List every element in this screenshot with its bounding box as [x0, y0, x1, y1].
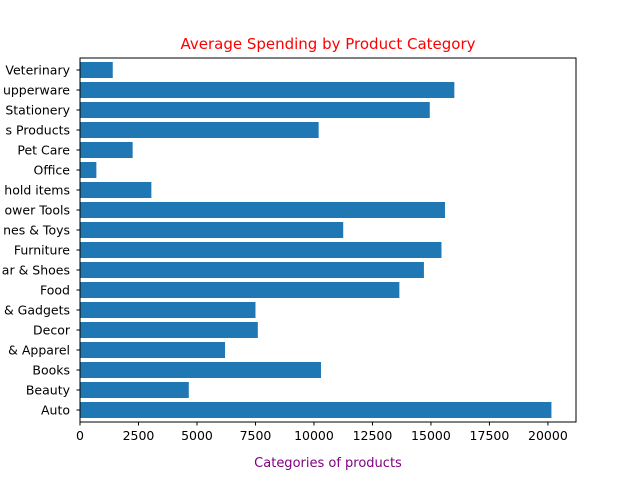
y-tick-label: Beauty: [26, 383, 71, 398]
chart-title: Average Spending by Product Category: [180, 35, 475, 53]
bar-footwear-shoes: [80, 262, 424, 278]
x-tick-label: 20000: [528, 428, 568, 443]
x-axis-ticks: 0 2500 5000 7500 10000 12500 15000 17500 20000: [76, 422, 568, 443]
y-tick-label: & Gadgets: [4, 303, 70, 318]
y-tick-label: upperware: [3, 83, 70, 98]
y-tick-label: Furniture: [14, 243, 70, 258]
x-tick-label: 7500: [240, 428, 272, 443]
y-tick-label: Books: [32, 363, 70, 378]
bar-decor: [80, 322, 258, 338]
x-tick-label: 12500: [353, 428, 393, 443]
y-tick-label: s Products: [6, 123, 70, 138]
bar-books: [80, 362, 321, 378]
y-tick-label: Office: [34, 163, 71, 178]
bar-household-items: [80, 182, 152, 198]
x-tick-label: 15000: [411, 428, 451, 443]
plot-frame: [79, 57, 577, 423]
y-tick-label: Auto: [41, 403, 70, 418]
y-tick-label: Decor: [33, 323, 71, 338]
bar-clothing-apparel: [80, 342, 226, 358]
bar-pet-care: [80, 142, 133, 158]
x-tick-label: 5000: [181, 428, 213, 443]
x-tick-label: 10000: [294, 428, 334, 443]
bar-power-tools: [80, 202, 445, 218]
y-axis-ticks: Auto Beauty Books & Apparel Decor & Gadgets Fo…: [2, 63, 80, 418]
bar-veterinary: [80, 62, 113, 78]
y-tick-label: Food: [40, 283, 70, 298]
y-tick-label: Stationery: [5, 103, 70, 118]
y-tick-label: Veterinary: [5, 63, 70, 78]
y-tick-label: ower Tools: [5, 203, 70, 218]
y-tick-label: hold items: [4, 183, 70, 198]
y-tick-label: Pet Care: [17, 143, 70, 158]
bar-electronics-gadgets: [80, 302, 256, 318]
bar-games-toys: [80, 222, 344, 238]
bar-auto: [80, 402, 552, 418]
bar-office: [80, 162, 97, 178]
x-tick-label: 17500: [470, 428, 510, 443]
bars-group: [80, 62, 552, 418]
bar-tupperware: [80, 82, 455, 98]
bar-beauty: [80, 382, 189, 398]
x-axis-label: Categories of products: [254, 456, 402, 471]
y-tick-label: & Apparel: [8, 343, 70, 358]
x-tick-label: 2500: [123, 428, 155, 443]
bar-wellness-products: [80, 122, 319, 138]
y-tick-label: ar & Shoes: [2, 263, 70, 278]
x-tick-label: 0: [76, 428, 84, 443]
bar-furniture: [80, 242, 442, 258]
bar-food: [80, 282, 400, 298]
y-tick-label: nes & Toys: [3, 223, 70, 238]
bar-stationery: [80, 102, 430, 118]
